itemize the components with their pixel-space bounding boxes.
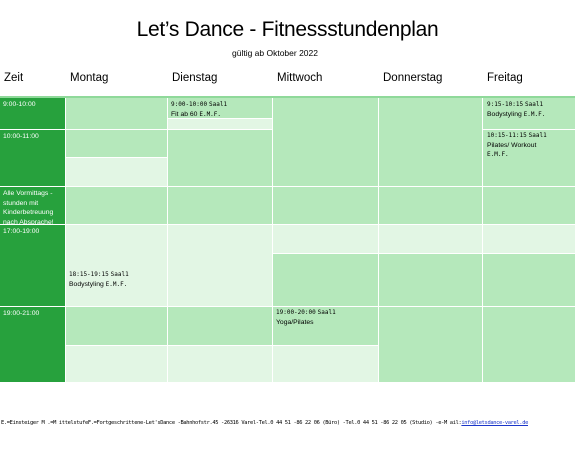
montag-cell xyxy=(66,98,167,129)
mittwoch-cell xyxy=(273,254,378,306)
montag-cell xyxy=(66,307,167,345)
childcare-note: Alle Vormittags - stunden mit Kinderbetr… xyxy=(0,187,65,226)
column-header-freitag: Freitag xyxy=(487,72,523,84)
class-room: Saal1 xyxy=(110,271,129,278)
montag-cell xyxy=(66,225,167,306)
class-freitag-bodystyling: 9:15-10:15 Saal1 Bodystyling E.M.F. xyxy=(487,100,545,119)
mittwoch-cell xyxy=(273,98,378,186)
class-time: 10:15-11:15 xyxy=(487,132,527,139)
class-level: E.M.F. xyxy=(487,151,509,158)
class-name: Bodystyling xyxy=(69,280,104,288)
montag-cell xyxy=(66,158,167,186)
time-slot-1: 9:00-10:00 xyxy=(0,98,65,129)
dienstag-cell xyxy=(168,98,272,118)
time-slot-3: 17:00-19:00 xyxy=(0,225,65,306)
donnerstag-cell xyxy=(379,307,482,382)
freitag-cell xyxy=(483,187,575,224)
time-slot-4: 19:00-21:00 xyxy=(0,307,65,382)
column-header-donnerstag: Donnerstag xyxy=(383,72,443,84)
class-room: Saal1 xyxy=(317,309,336,316)
dienstag-cell xyxy=(168,130,272,186)
donnerstag-cell xyxy=(379,254,482,306)
class-level: E.M.F. xyxy=(523,110,546,118)
footer-contact: E.=Einsteiger M .=M ittelstufeF.=Fortges… xyxy=(1,420,528,426)
class-dienstag-fit-ab-60: 9:00-10:00 Saal1 Fit ab 60 E.M.F. xyxy=(171,100,227,119)
column-header-dienstag: Dienstag xyxy=(172,72,218,84)
freitag-cell xyxy=(483,307,575,382)
class-level: E.M.F. xyxy=(199,110,222,118)
mittwoch-cell xyxy=(273,346,378,382)
class-room: Saal1 xyxy=(528,132,547,139)
mittwoch-cell xyxy=(273,307,378,345)
class-time: 9:00-10:00 xyxy=(171,101,208,108)
header-divider xyxy=(0,96,575,98)
class-montag-bodystyling: 18:15-19:15 Saal1 Bodystyling E.M.F. xyxy=(69,270,129,289)
time-slot-2: 10:00-11:00 xyxy=(0,130,65,186)
class-name: Yoga/Pilates xyxy=(276,318,314,326)
dienstag-cell xyxy=(168,187,272,224)
montag-cell xyxy=(66,187,167,224)
freitag-cell xyxy=(483,225,575,253)
class-freitag-pilates-workout: 10:15-11:15 Saal1 Pilates/ Workout E.M.F… xyxy=(487,131,547,160)
class-room: Saal1 xyxy=(209,101,228,108)
dienstag-cell xyxy=(168,307,272,345)
page-title: Let’s Dance - Fitnessstundenplan xyxy=(136,18,439,41)
donnerstag-cell xyxy=(379,98,482,186)
class-time: 19:00-20:00 xyxy=(276,309,316,316)
montag-cell xyxy=(66,346,167,382)
class-time: 9:15-10:15 xyxy=(487,101,524,108)
mittwoch-cell xyxy=(273,187,378,224)
column-header-mittwoch: Mittwoch xyxy=(277,72,323,84)
class-name: Bodystyling xyxy=(487,110,522,118)
mittwoch-cell xyxy=(273,225,378,253)
freitag-cell xyxy=(483,98,575,129)
class-time: 18:15-19:15 xyxy=(69,271,109,278)
freitag-cell xyxy=(483,130,575,186)
montag-cell xyxy=(66,130,167,157)
class-level: E.M.F. xyxy=(105,280,128,288)
column-header-montag: Montag xyxy=(70,72,109,84)
class-name: Fit ab 60 xyxy=(171,110,198,118)
column-header-zeit: Zeit xyxy=(4,72,24,84)
class-mittwoch-yoga-pilates: 19:00-20:00 Saal1 Yoga/Pilates xyxy=(276,308,336,327)
donnerstag-cell xyxy=(379,187,482,224)
dienstag-cell xyxy=(168,225,272,306)
dienstag-cell xyxy=(168,119,272,129)
class-room: Saal1 xyxy=(525,101,544,108)
dienstag-cell xyxy=(168,346,272,382)
email-link[interactable]: info@letsdance-varel.de xyxy=(461,420,528,426)
donnerstag-cell xyxy=(379,225,482,253)
freitag-cell xyxy=(483,254,575,306)
class-name: Pilates/ Workout xyxy=(487,141,537,149)
footer-text: E.=Einsteiger M .=M ittelstufeF.=Fortges… xyxy=(1,420,462,426)
page-subtitle: gültig ab Oktober 2022 xyxy=(231,48,318,58)
